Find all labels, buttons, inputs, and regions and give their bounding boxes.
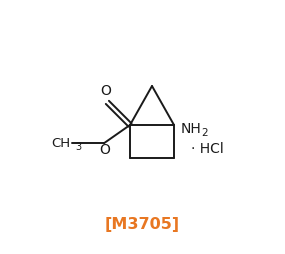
Text: O: O [100, 84, 111, 98]
Text: · HCl: · HCl [191, 141, 224, 155]
Text: NH: NH [181, 121, 202, 135]
Text: 3: 3 [76, 142, 82, 152]
Text: CH: CH [52, 136, 71, 149]
Text: O: O [99, 143, 110, 157]
Text: 2: 2 [201, 128, 208, 137]
Text: [M3705]: [M3705] [104, 217, 180, 232]
